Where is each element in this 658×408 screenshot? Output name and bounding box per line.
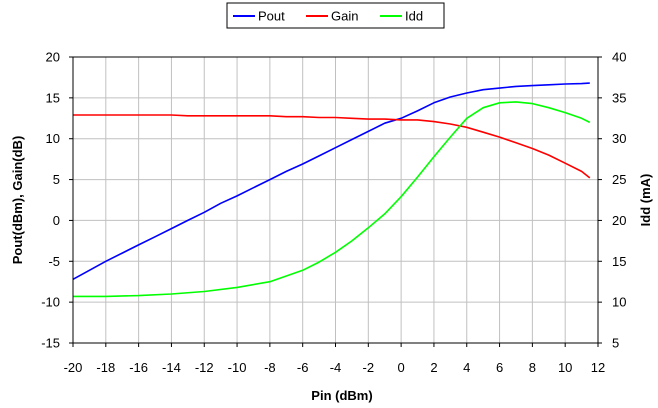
y-tick-label-left: -5 [48, 254, 60, 269]
legend: Pout Gain Idd [226, 2, 445, 29]
y-tick-label-left: 10 [46, 131, 60, 146]
x-tick-label: 10 [558, 360, 572, 375]
x-tick-label: -16 [129, 360, 148, 375]
y-tick-label-right: 15 [612, 254, 626, 269]
y-tick-label-right: 35 [612, 90, 626, 105]
tick-labels: -20 -18 -16 -14 -12 -10 -8 -6 -4 -2 0 2 4 6 8 10 12-15-1… [41, 50, 626, 376]
y-tick-label-left: 20 [46, 50, 60, 65]
x-tick-label: -20 [64, 360, 83, 375]
series-line-pout [72, 82, 590, 281]
x-tick-label: 8 [529, 360, 536, 375]
y-tick-label-left: -15 [41, 336, 60, 351]
legend-box [226, 2, 445, 29]
x-tick-label: -12 [195, 360, 214, 375]
y-tick-label-right: 40 [612, 50, 626, 65]
x-tick-label: -4 [330, 360, 342, 375]
x-tick-label: 4 [463, 360, 470, 375]
legend-label-idd: Idd [405, 9, 423, 24]
x-tick-label: 6 [496, 360, 503, 375]
series-lines [72, 82, 591, 298]
x-tick-label: 0 [398, 360, 405, 375]
x-tick-label: -6 [297, 360, 309, 375]
y-tick-label-right: 5 [612, 336, 619, 351]
y-axis-title-left: Pout(dBm), Gain(dB) [10, 136, 25, 265]
y-tick-label-left: 5 [53, 172, 60, 187]
x-axis-title: Pin (dBm) [311, 388, 372, 403]
legend-label-gain: Gain [331, 9, 358, 24]
series-line-idd [73, 101, 591, 298]
x-tick-label: -8 [264, 360, 276, 375]
x-tick-label: -14 [162, 360, 181, 375]
x-tick-label: 12 [591, 360, 605, 375]
x-tick-label: -10 [228, 360, 247, 375]
x-tick-label: -18 [96, 360, 115, 375]
y-tick-label-right: 20 [612, 213, 626, 228]
x-tick-label: -2 [363, 360, 375, 375]
y-tick-label-left: 15 [46, 90, 60, 105]
y-tick-label-right: 30 [612, 131, 626, 146]
legend-label-pout: Pout [258, 9, 285, 24]
y-tick-label-left: -10 [41, 295, 60, 310]
y-axis-title-right: Idd (mA) [638, 174, 653, 227]
y-tick-label-right: 10 [612, 295, 626, 310]
x-tick-label: 2 [430, 360, 437, 375]
y-tick-label-left: 0 [53, 213, 60, 228]
y-tick-label-right: 25 [612, 172, 626, 187]
series-line-gain [73, 114, 591, 179]
